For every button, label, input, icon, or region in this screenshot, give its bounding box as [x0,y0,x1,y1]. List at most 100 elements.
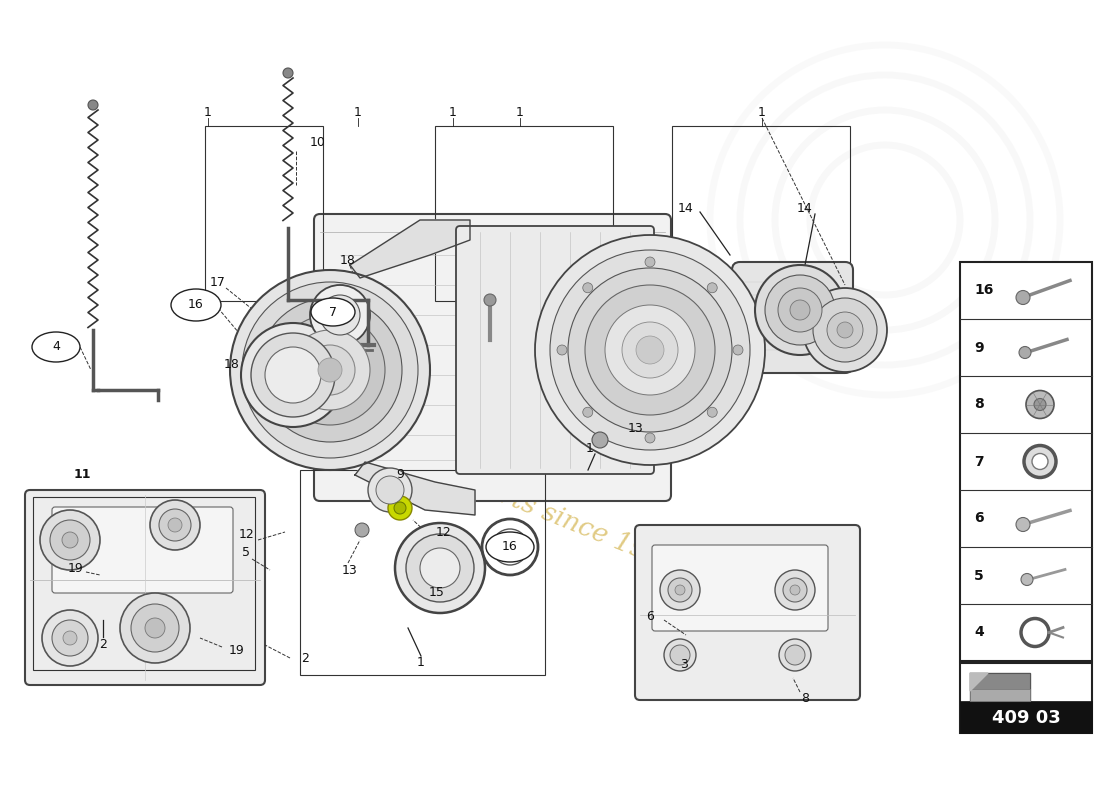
Text: 12: 12 [239,529,255,542]
Circle shape [660,570,700,610]
Polygon shape [350,220,470,278]
Circle shape [42,610,98,666]
Circle shape [675,585,685,595]
Circle shape [827,312,864,348]
Circle shape [318,358,342,382]
Circle shape [803,288,887,372]
Circle shape [258,298,402,442]
FancyBboxPatch shape [25,490,265,685]
FancyBboxPatch shape [456,226,654,474]
Text: 3: 3 [680,658,688,671]
Polygon shape [355,462,475,515]
Circle shape [790,300,810,320]
Ellipse shape [32,332,80,362]
Circle shape [230,270,430,470]
Text: 14: 14 [678,202,694,214]
Circle shape [1019,346,1031,358]
Circle shape [1016,518,1030,531]
Text: 16: 16 [502,541,518,554]
Circle shape [557,345,566,355]
Circle shape [585,285,715,415]
Circle shape [550,250,750,450]
FancyBboxPatch shape [732,262,852,373]
Circle shape [388,496,412,520]
Text: 18: 18 [340,254,356,266]
Text: 8: 8 [801,691,808,705]
FancyBboxPatch shape [314,214,671,501]
Circle shape [778,288,822,332]
Circle shape [120,593,190,663]
Text: 5: 5 [974,569,983,582]
Circle shape [40,510,100,570]
Circle shape [275,315,385,425]
Bar [960,701,1092,733]
Circle shape [645,433,654,443]
Circle shape [707,282,717,293]
Circle shape [310,285,370,345]
Circle shape [283,68,293,78]
Circle shape [305,345,355,395]
Circle shape [645,257,654,267]
Circle shape [251,333,336,417]
Text: 1: 1 [205,106,212,118]
Circle shape [395,523,485,613]
Circle shape [52,620,88,656]
Text: 13: 13 [342,563,358,577]
FancyBboxPatch shape [635,525,860,700]
Circle shape [1034,398,1046,410]
Circle shape [707,407,717,418]
Circle shape [790,585,800,595]
Text: 15: 15 [429,586,444,598]
Circle shape [376,476,404,504]
Text: 4: 4 [52,341,59,354]
Text: 7: 7 [974,454,983,469]
Text: 1: 1 [586,442,594,454]
Bar [970,689,1030,701]
Polygon shape [970,673,988,691]
Text: 4: 4 [974,626,983,639]
Bar [672,126,850,326]
Circle shape [145,618,165,638]
Circle shape [779,639,811,671]
Circle shape [813,298,877,362]
Circle shape [668,578,692,602]
Circle shape [420,548,460,588]
Circle shape [605,305,695,395]
Circle shape [785,645,805,665]
Ellipse shape [170,289,221,321]
Text: 2: 2 [99,638,107,651]
Text: 12: 12 [436,526,452,538]
Bar [300,470,544,675]
Text: 6: 6 [974,511,983,526]
Circle shape [1021,574,1033,586]
Polygon shape [30,495,260,680]
Text: 1: 1 [758,106,766,118]
Circle shape [592,432,608,448]
Circle shape [733,345,742,355]
Text: 10: 10 [310,137,326,150]
Circle shape [1016,290,1030,305]
Circle shape [168,518,182,532]
Circle shape [88,100,98,110]
Text: 17: 17 [210,275,225,289]
Bar [960,262,1092,661]
Circle shape [160,509,191,541]
Polygon shape [970,673,1030,701]
Text: 6: 6 [646,610,653,623]
Text: 19: 19 [68,562,84,574]
Circle shape [621,322,678,378]
Circle shape [242,282,418,458]
Circle shape [484,294,496,306]
Circle shape [670,645,690,665]
Circle shape [837,322,852,338]
Circle shape [1024,446,1056,478]
Text: 7: 7 [329,306,337,318]
Text: 16: 16 [188,298,204,311]
Circle shape [664,639,696,671]
Circle shape [568,268,732,432]
Bar [960,663,1092,733]
Text: 9: 9 [974,341,983,354]
Circle shape [1032,454,1048,470]
Circle shape [535,235,764,465]
Circle shape [776,570,815,610]
